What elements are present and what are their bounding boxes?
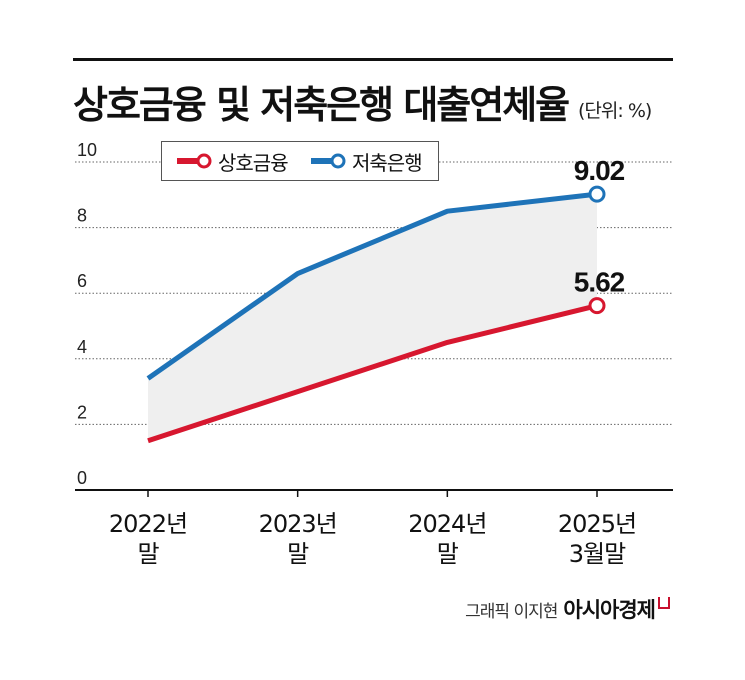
x-tick-label: 3월말 [569,540,626,568]
y-tick-label: 8 [77,206,87,226]
x-tick-label: 2023년 [259,510,337,538]
top-rule [73,58,673,61]
x-tick-label: 2024년 [408,510,486,538]
y-tick-label: 4 [77,337,87,357]
y-tick-label: 2 [77,402,87,422]
credit-author: 그래픽 이지현 [465,602,558,622]
legend-marker-icon [311,153,346,169]
y-tick-label: 10 [77,140,97,160]
series-line [147,303,598,444]
y-tick-label: 0 [77,468,87,488]
credit-brand: 아시아경제 [563,598,656,622]
y-tick-label: 6 [77,271,87,291]
x-tick-label: 말 [287,540,309,568]
chart-title: 상호금융 및 저축은행 대출연체율 [73,83,570,127]
data-label: 5.62 [574,267,625,298]
x-tick-label: 말 [137,540,159,568]
credit: 그래픽 이지현 아시아경제 [465,594,670,624]
legend-marker-icon [177,153,212,169]
legend-item-mutual-finance: 상호금융 [176,142,289,180]
legend-item-savings-bank: 저축은행 [310,142,423,180]
x-tick-label: 2022년 [109,510,187,538]
x-tick-label: 말 [437,540,459,568]
legend-label: 상호금융 [218,150,289,175]
unit-label: (단위: %) [578,100,652,122]
series-line [146,191,598,381]
end-point-marker [588,297,606,315]
legend-label: 저축은행 [352,150,423,175]
legend: 상호금융 저축은행 [161,141,439,181]
brand-mark-icon [658,597,670,609]
end-point-marker [588,185,606,203]
area-fill [148,194,597,441]
label-layer: 02468102022년말2023년말2024년말2025년3월말9.025.6… [77,140,637,568]
data-label: 9.02 [574,155,625,186]
x-tick-label: 2025년 [558,510,636,538]
series-layer [146,185,606,444]
axis-layer [75,489,673,497]
fill-layer [148,194,597,441]
